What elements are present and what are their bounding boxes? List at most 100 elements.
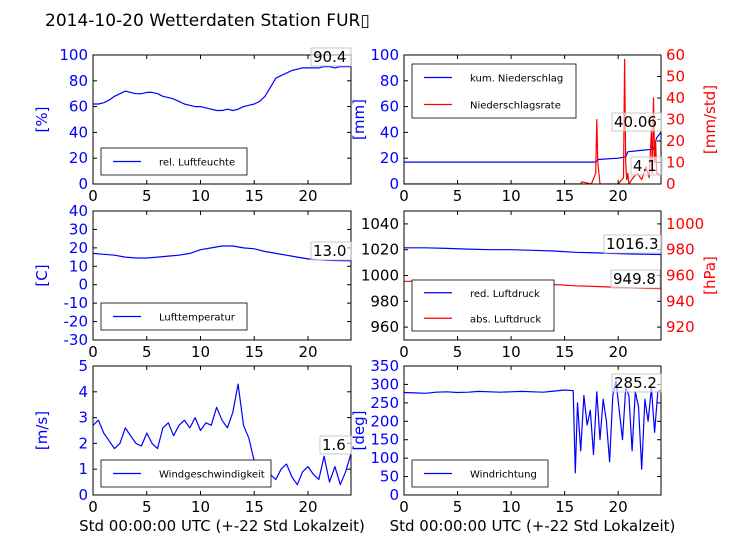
- legend-box: [411, 279, 555, 332]
- value-annotation-box: [310, 241, 352, 261]
- value-annotation-box: [319, 435, 352, 455]
- x-tick-label: 10: [191, 498, 210, 516]
- y-tick-label-right: 980: [666, 241, 695, 259]
- series-group: [93, 65, 351, 112]
- value-annotation-box: [310, 47, 352, 67]
- y-tick-label-right: 10: [666, 154, 685, 172]
- x-tick-label: 0: [88, 343, 98, 361]
- y-tick-label: 250: [370, 394, 399, 412]
- series-group: [404, 380, 661, 474]
- x-tick-label: 5: [453, 498, 463, 516]
- legend-label: Windgeschwindigkeit: [159, 470, 265, 481]
- y-tick-label: 40: [380, 123, 399, 141]
- y-tick-label: 20: [380, 149, 399, 167]
- value-annotation: 949.8: [613, 270, 656, 288]
- y-tick-label-right: 30: [666, 111, 685, 129]
- figure-title: 2014-10-20 Wetterdaten Station FUR▯: [45, 11, 370, 31]
- y-tick-label: 0: [78, 276, 88, 294]
- y-tick-label: 200: [370, 412, 399, 430]
- x-tick-label: 10: [191, 187, 210, 205]
- series-line-red-luftdruck: [404, 247, 661, 256]
- y-tick-label: -20: [64, 313, 89, 331]
- y-tick-label: 1: [78, 460, 88, 478]
- legend-box: [411, 63, 577, 119]
- x-tick-label: 20: [609, 187, 628, 205]
- y-tick-label: 2: [78, 434, 88, 452]
- y-tick-label-right: 940: [666, 292, 695, 310]
- y-tick-label: 1020: [361, 241, 399, 259]
- series-group: [93, 383, 351, 486]
- x-tick-label: 5: [453, 343, 463, 361]
- y-tick-label: 100: [370, 46, 399, 64]
- y-axis-label: [C]: [33, 264, 51, 286]
- x-tick-label: 15: [555, 343, 574, 361]
- series-group: [404, 58, 661, 184]
- x-tick-label: 5: [142, 187, 152, 205]
- series-line-lufttemperatur: [93, 245, 351, 262]
- y-tick-label: 980: [370, 292, 399, 310]
- value-annotation: 90.4: [313, 48, 346, 66]
- y-axis-label: [mm]: [350, 99, 368, 140]
- y-tick-label: 4: [78, 383, 88, 401]
- plot-frame: [92, 365, 352, 496]
- series-line-windgeschwindigkeit: [93, 383, 351, 486]
- y-tick-label: 300: [370, 375, 399, 393]
- x-tick-label: 15: [245, 187, 264, 205]
- y-tick-label: 80: [380, 72, 399, 90]
- y-tick-label: -10: [64, 294, 89, 312]
- y-tick-label: 1000: [361, 267, 399, 285]
- legend-label: rel. Luftfeuchte: [159, 158, 235, 169]
- x-tick-label: 20: [609, 498, 628, 516]
- x-tick-label: 0: [88, 187, 98, 205]
- y-tick-label: 3: [78, 409, 88, 427]
- y-tick-label: 100: [370, 449, 399, 467]
- y-tick-label: 60: [380, 98, 399, 116]
- x-tick-label: 0: [399, 343, 409, 361]
- value-annotation: 4.1: [633, 157, 657, 175]
- y-axis-label-right: [mm/std]: [701, 85, 719, 154]
- series-line-kum-niederschlag: [404, 131, 661, 163]
- x-tick-label: 15: [555, 498, 574, 516]
- y-tick-label: 50: [380, 468, 399, 486]
- y-tick-label-right: 920: [666, 318, 695, 336]
- y-tick-label: 0: [78, 486, 88, 504]
- y-tick-label: 80: [69, 72, 88, 90]
- panel-pressure: 0 5 10 15 20 960 980 1000 1020 1040 920 940 960 980 10…: [361, 210, 719, 361]
- legend-label: kum. Niederschlag: [470, 74, 563, 85]
- x-tick-label: 20: [298, 187, 317, 205]
- y-tick-label-right: 1000: [666, 215, 704, 233]
- y-tick-label: 10: [69, 257, 88, 275]
- y-tick-label: 40: [69, 123, 88, 141]
- plot-frame: [403, 365, 662, 496]
- x-tick-label: 10: [502, 498, 521, 516]
- y-axis-label-right: [hPa]: [701, 256, 719, 295]
- panel-wind-speed: 0 5 10 15 20 0 1 2 3 4 5 [m/s] Std 00:00:00 UTC (+-2…: [33, 357, 365, 535]
- x-axis-label: Std 00:00:00 UTC (+-22 Std Lokalzeit): [390, 517, 676, 535]
- y-axis-label: [deg]: [350, 411, 368, 451]
- value-annotation-box: [611, 112, 662, 132]
- legend-label: abs. Luftdruck: [470, 314, 541, 325]
- value-annotation-box: [630, 156, 663, 176]
- value-annotation: 13.0: [313, 242, 346, 260]
- y-tick-label: 30: [69, 220, 88, 238]
- x-axis-label: Std 00:00:00 UTC (+-22 Std Lokalzeit): [79, 517, 365, 535]
- y-tick-label-right: 60: [666, 46, 685, 64]
- panel-humidity: 0 5 10 15 20 0 20 40 60 80 100 [%] 90.4 rel. Luftfeuc…: [33, 46, 352, 205]
- plot-frame: [92, 54, 352, 185]
- value-annotation-box: [603, 234, 663, 254]
- y-tick-label: 350: [370, 357, 399, 375]
- y-tick-label: 960: [370, 318, 399, 336]
- x-tick-label: 5: [142, 343, 152, 361]
- legend-label: Niederschlagsrate: [470, 101, 561, 112]
- y-tick-label: 20: [69, 239, 88, 257]
- x-tick-label: 15: [245, 498, 264, 516]
- panel-temperature: 0 5 10 15 20-30-20-10010203040[C]13.0Lufttem…: [33, 202, 352, 361]
- y-tick-label: -30: [64, 331, 89, 349]
- x-tick-label: 15: [245, 343, 264, 361]
- x-tick-label: 10: [502, 343, 521, 361]
- x-tick-label: 20: [298, 343, 317, 361]
- y-tick-label-right: 50: [666, 68, 685, 86]
- y-tick-label: 150: [370, 431, 399, 449]
- legend-label: Lufttemperatur: [159, 313, 236, 324]
- value-annotation: 40.06: [614, 113, 657, 131]
